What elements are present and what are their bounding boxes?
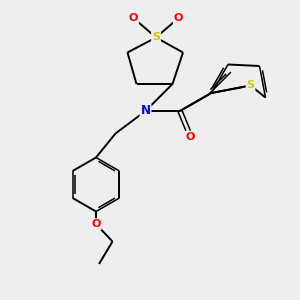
- Text: O: O: [186, 131, 195, 142]
- Text: O: O: [91, 219, 101, 229]
- Text: S: S: [247, 80, 254, 91]
- Text: O: O: [174, 13, 183, 23]
- Text: S: S: [152, 32, 160, 43]
- Text: N: N: [140, 104, 151, 118]
- Text: O: O: [129, 13, 138, 23]
